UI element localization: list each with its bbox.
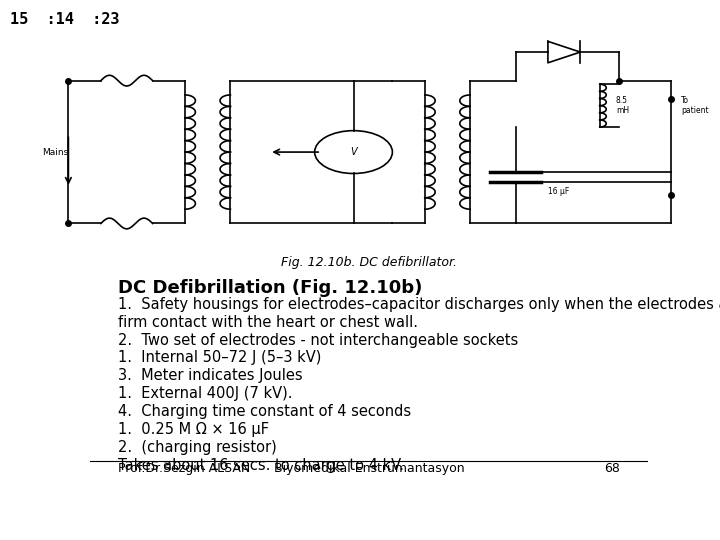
Text: 1.  0.25 M Ω × 16 μF: 1. 0.25 M Ω × 16 μF <box>118 422 269 437</box>
Text: Takes about 16 secs. to charge to 4 kV.: Takes about 16 secs. to charge to 4 kV. <box>118 458 404 472</box>
Text: 2.  (charging resistor): 2. (charging resistor) <box>118 440 276 455</box>
Text: 15  :14  :23: 15 :14 :23 <box>10 12 120 27</box>
Text: Fig. 12.10b. DC defibrillator.: Fig. 12.10b. DC defibrillator. <box>281 256 457 269</box>
Text: V: V <box>350 147 357 157</box>
Text: 3.  Meter indicates Joules: 3. Meter indicates Joules <box>118 368 302 383</box>
Text: 1.  External 400J (7 kV).: 1. External 400J (7 kV). <box>118 386 292 401</box>
Text: Prof.Dr.Sezgin ALSAN: Prof.Dr.Sezgin ALSAN <box>118 462 250 475</box>
Text: 8.5
mH: 8.5 mH <box>616 96 629 116</box>
Text: 68: 68 <box>604 462 620 475</box>
Text: Mains: Mains <box>42 147 68 157</box>
Text: 4.  Charging time constant of 4 seconds: 4. Charging time constant of 4 seconds <box>118 404 411 419</box>
Text: 1.  Internal 50–72 J (5–3 kV): 1. Internal 50–72 J (5–3 kV) <box>118 350 321 366</box>
Text: Biyomedikal Enstrümantasyon: Biyomedikal Enstrümantasyon <box>274 462 464 475</box>
Text: 1.  Safety housings for electrodes–capacitor discharges only when the electrodes: 1. Safety housings for electrodes–capaci… <box>118 297 720 312</box>
Text: firm contact with the heart or chest wall.: firm contact with the heart or chest wal… <box>118 315 418 330</box>
Text: To
patient: To patient <box>681 96 708 116</box>
Text: 16 μF: 16 μF <box>548 187 570 196</box>
Text: DC Defibrillation (Fig. 12.10b): DC Defibrillation (Fig. 12.10b) <box>118 279 422 297</box>
Text: 2.  Two set of electrodes - not interchangeable sockets: 2. Two set of electrodes - not interchan… <box>118 333 518 348</box>
